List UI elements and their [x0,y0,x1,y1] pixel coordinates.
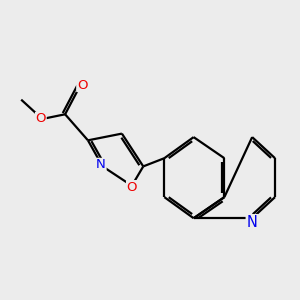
Text: O: O [36,112,46,125]
Text: N: N [96,158,106,171]
Text: N: N [247,215,258,230]
Text: O: O [77,79,87,92]
Text: O: O [127,181,137,194]
